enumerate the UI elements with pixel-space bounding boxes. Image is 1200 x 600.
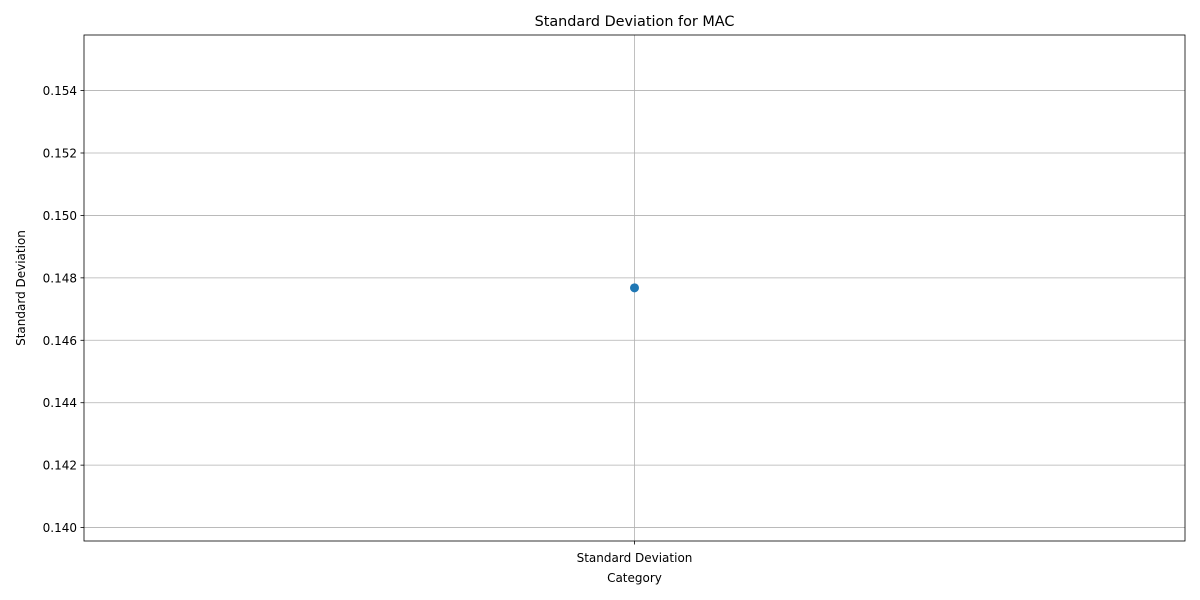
y-axis-label: Standard Deviation xyxy=(14,230,28,346)
y-tick-label: 0.150 xyxy=(43,209,77,223)
x-tick-label: Standard Deviation xyxy=(577,551,693,565)
ticks-layer: 0.140 0.142 0.144 0.146 0.148 0.150 0.152 0.154… xyxy=(43,84,693,565)
data-point xyxy=(630,283,639,293)
y-tick-label: 0.144 xyxy=(43,396,77,410)
marks-layer xyxy=(630,283,639,293)
grid-layer xyxy=(84,35,1185,541)
x-axis-label: Category xyxy=(607,571,662,585)
y-tick-label: 0.146 xyxy=(43,334,77,348)
plot-frame xyxy=(83,34,1186,542)
y-tick-label: 0.140 xyxy=(43,521,77,535)
y-tick-label: 0.154 xyxy=(43,84,77,98)
y-tick-label: 0.142 xyxy=(43,459,77,473)
chart-title: Standard Deviation for MAC xyxy=(535,14,735,30)
y-tick-label: 0.148 xyxy=(43,271,77,285)
y-tick-label: 0.152 xyxy=(43,146,77,160)
